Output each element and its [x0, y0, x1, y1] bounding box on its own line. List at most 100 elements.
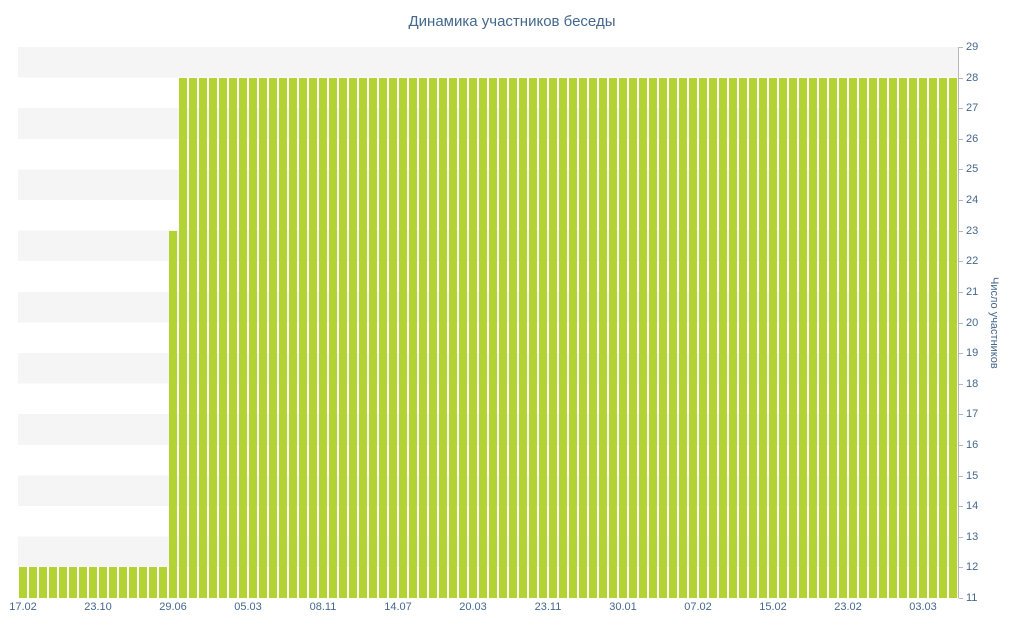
bar[interactable]: [849, 77, 857, 598]
bar[interactable]: [479, 77, 487, 598]
y-tick-label: 26: [966, 132, 979, 145]
bar[interactable]: [549, 77, 557, 598]
bar[interactable]: [529, 77, 537, 598]
bar[interactable]: [29, 567, 37, 598]
bar[interactable]: [789, 77, 797, 598]
bar[interactable]: [389, 77, 397, 598]
bar[interactable]: [399, 77, 407, 598]
bar[interactable]: [609, 77, 617, 598]
bar[interactable]: [649, 77, 657, 598]
bar[interactable]: [779, 77, 787, 598]
x-tick-label: 03.03: [909, 601, 937, 613]
bar[interactable]: [929, 77, 937, 598]
bar[interactable]: [699, 77, 707, 598]
bar[interactable]: [179, 77, 187, 598]
y-tick-mark: [959, 598, 963, 599]
bar[interactable]: [189, 77, 197, 598]
bar[interactable]: [799, 77, 807, 598]
bar[interactable]: [589, 77, 597, 598]
bar[interactable]: [709, 77, 717, 598]
bar[interactable]: [329, 77, 337, 598]
y-tick-mark: [959, 169, 963, 171]
bar[interactable]: [889, 77, 897, 598]
y-tick-label: 24: [966, 194, 979, 207]
bar[interactable]: [379, 77, 387, 598]
bar[interactable]: [679, 77, 687, 598]
bar[interactable]: [429, 77, 437, 598]
bar[interactable]: [489, 77, 497, 598]
bar[interactable]: [939, 77, 947, 598]
bar[interactable]: [319, 77, 327, 598]
bar[interactable]: [839, 77, 847, 598]
bar[interactable]: [719, 77, 727, 598]
bar[interactable]: [69, 567, 77, 598]
bar[interactable]: [659, 77, 667, 598]
bar[interactable]: [59, 567, 67, 598]
bar[interactable]: [309, 77, 317, 598]
bar[interactable]: [579, 77, 587, 598]
bar[interactable]: [459, 77, 467, 598]
bar[interactable]: [109, 567, 117, 598]
bar[interactable]: [569, 77, 577, 598]
bar[interactable]: [39, 567, 47, 598]
bar[interactable]: [749, 77, 757, 598]
bar[interactable]: [919, 77, 927, 598]
bar[interactable]: [769, 77, 777, 598]
bar[interactable]: [909, 77, 917, 598]
bar[interactable]: [359, 77, 367, 598]
bar[interactable]: [449, 77, 457, 598]
bar[interactable]: [299, 77, 307, 598]
bar[interactable]: [269, 77, 277, 598]
bar[interactable]: [809, 77, 817, 598]
bar[interactable]: [829, 77, 837, 598]
bar[interactable]: [229, 77, 237, 598]
bar[interactable]: [469, 77, 477, 598]
bar[interactable]: [19, 567, 27, 598]
bar[interactable]: [119, 567, 127, 598]
y-tick-mark: [959, 138, 963, 140]
bar[interactable]: [349, 77, 357, 598]
bar[interactable]: [79, 567, 87, 598]
bar[interactable]: [289, 77, 297, 598]
bar[interactable]: [199, 77, 207, 598]
bar[interactable]: [499, 77, 507, 598]
bar[interactable]: [239, 77, 247, 598]
bar[interactable]: [49, 567, 57, 598]
bar[interactable]: [869, 77, 877, 598]
bar[interactable]: [419, 77, 427, 598]
bar[interactable]: [729, 77, 737, 598]
bar[interactable]: [169, 230, 177, 598]
bar[interactable]: [879, 77, 887, 598]
bar[interactable]: [149, 567, 157, 598]
bar[interactable]: [629, 77, 637, 598]
bar[interactable]: [639, 77, 647, 598]
bar[interactable]: [409, 77, 417, 598]
bar[interactable]: [259, 77, 267, 598]
bar[interactable]: [689, 77, 697, 598]
bar[interactable]: [899, 77, 907, 598]
bar[interactable]: [539, 77, 547, 598]
bar[interactable]: [739, 77, 747, 598]
bar[interactable]: [439, 77, 447, 598]
bar[interactable]: [249, 77, 257, 598]
bar[interactable]: [219, 77, 227, 598]
bar[interactable]: [279, 77, 287, 598]
bar[interactable]: [619, 77, 627, 598]
bar[interactable]: [99, 567, 107, 598]
bar[interactable]: [669, 77, 677, 598]
bar[interactable]: [129, 567, 137, 598]
bar[interactable]: [759, 77, 767, 598]
bar[interactable]: [209, 77, 217, 598]
bar[interactable]: [519, 77, 527, 598]
bar[interactable]: [159, 567, 167, 598]
bar[interactable]: [819, 77, 827, 598]
bar[interactable]: [509, 77, 517, 598]
bar[interactable]: [139, 567, 147, 598]
bar[interactable]: [599, 77, 607, 598]
bar[interactable]: [369, 77, 377, 598]
bar[interactable]: [559, 77, 567, 598]
bar[interactable]: [89, 567, 97, 598]
bar[interactable]: [339, 77, 347, 598]
bar[interactable]: [859, 77, 867, 598]
bar[interactable]: [949, 77, 957, 598]
